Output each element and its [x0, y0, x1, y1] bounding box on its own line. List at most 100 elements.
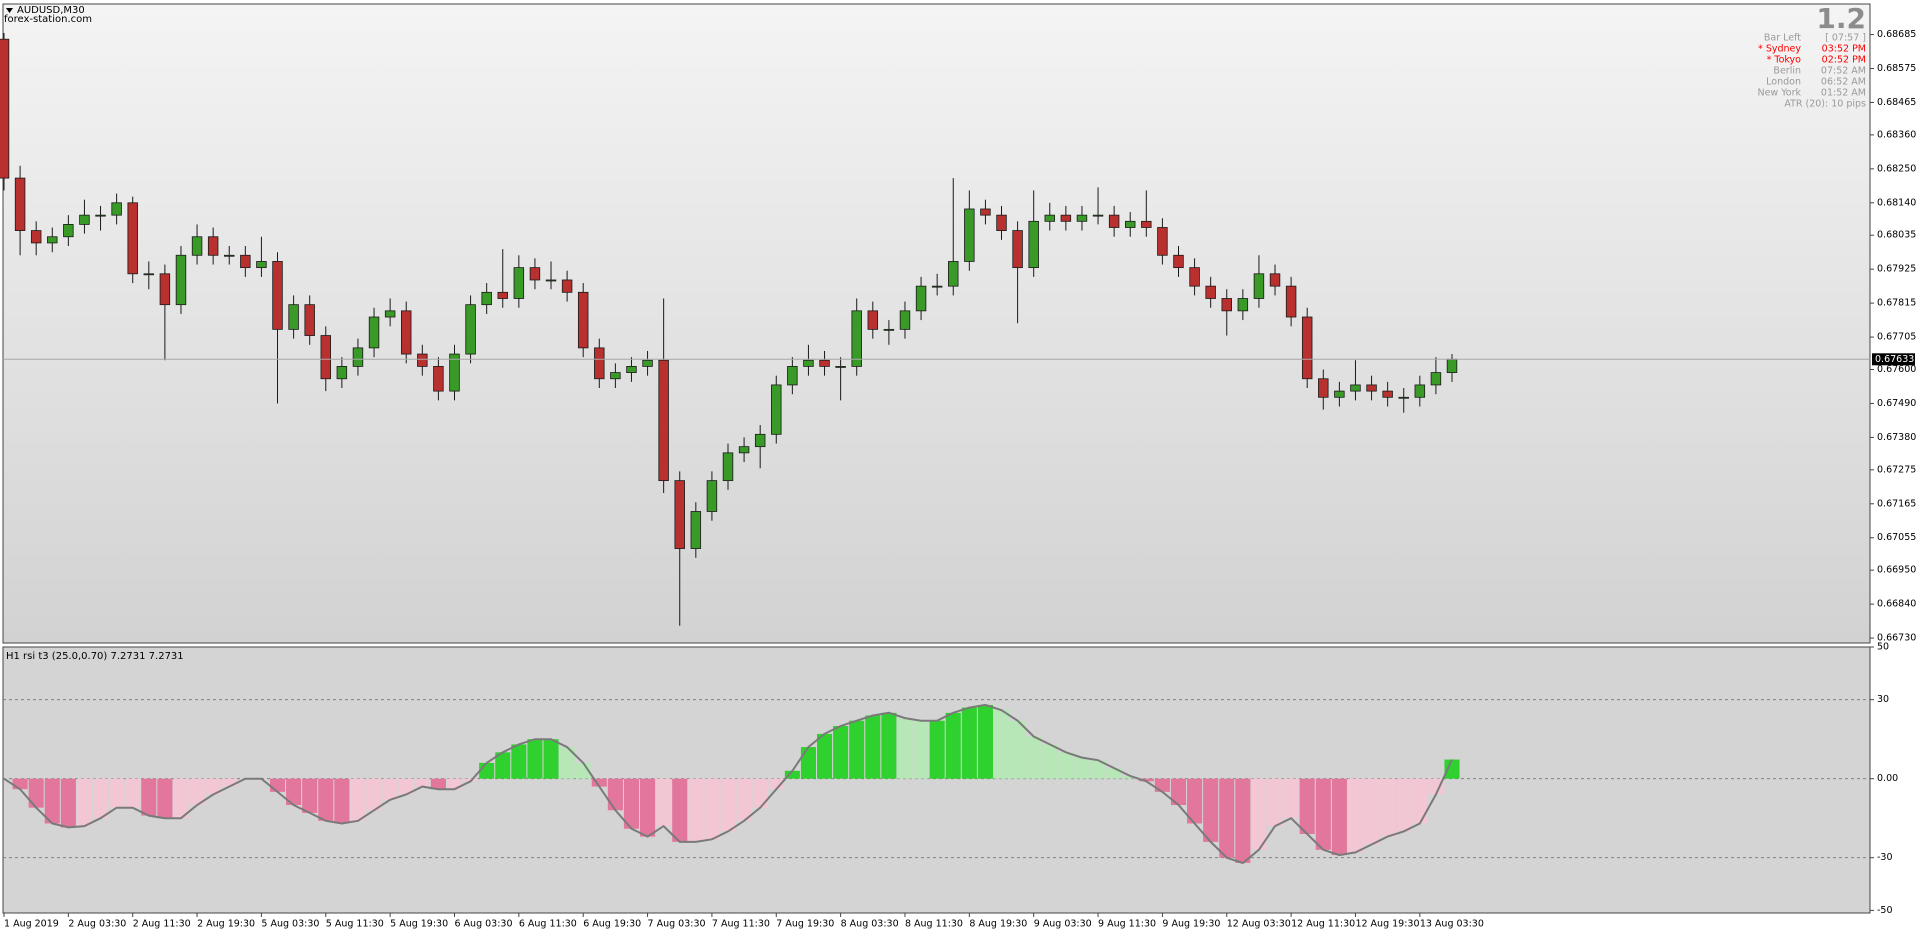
- info-label: London: [1766, 77, 1801, 88]
- histogram-bar: [1283, 778, 1299, 819]
- candle-body: [1430, 372, 1442, 386]
- candle-body: [1124, 220, 1136, 228]
- candle-body: [948, 261, 959, 287]
- histogram-bar: [430, 778, 446, 790]
- main-panel: [2, 3, 1871, 644]
- candle-body: [1012, 230, 1023, 269]
- candle-body: [964, 208, 975, 262]
- x-tick-label: 2 Aug 11:30: [133, 919, 191, 930]
- x-tick-label: 12 Aug 03:30: [1227, 919, 1291, 930]
- histogram-bar: [1074, 757, 1090, 779]
- y-tick-label: -50: [1877, 905, 1893, 916]
- candle-body: [240, 254, 251, 269]
- histogram-bar: [1396, 778, 1412, 832]
- histogram-bar: [60, 778, 76, 828]
- y-tick-label: 0.67380: [1877, 432, 1916, 443]
- x-tick-label: 9 Aug 03:30: [1034, 919, 1092, 930]
- candle-body: [529, 267, 541, 281]
- histogram-bar: [1267, 778, 1283, 827]
- histogram-bar: [414, 778, 430, 787]
- candle-body: [851, 310, 862, 367]
- candle-body: [642, 359, 653, 367]
- candle-body: [674, 480, 685, 549]
- candle-body: [1141, 220, 1152, 228]
- y-tick-label: 0.67600: [1877, 364, 1916, 375]
- histogram-bar: [1187, 778, 1203, 824]
- histogram-bar: [1042, 744, 1058, 779]
- histogram-bar: [1428, 778, 1444, 795]
- info-atr: ATR (20): 10 pips: [1784, 99, 1866, 110]
- histogram-bar: [1058, 752, 1074, 779]
- x-tick-label: 2 Aug 19:30: [197, 919, 255, 930]
- histogram-bar: [157, 778, 173, 819]
- histogram-bar: [543, 739, 559, 779]
- histogram-bar: [720, 778, 736, 832]
- chart-title: AUDUSD,M30: [17, 5, 85, 16]
- histogram-bar: [849, 720, 865, 779]
- candle-body: [256, 261, 267, 269]
- histogram-bar: [1235, 778, 1251, 863]
- candle-body: [1269, 273, 1281, 287]
- histogram-bar: [1106, 768, 1122, 779]
- histogram-bar: [1122, 776, 1138, 779]
- histogram-bar: [1251, 778, 1267, 850]
- histogram-bar: [1380, 778, 1396, 837]
- y-tick-label: 0.68465: [1877, 97, 1916, 108]
- y-tick-label: 0.67055: [1877, 532, 1916, 543]
- histogram-bar: [141, 778, 157, 816]
- candle-body: [320, 335, 332, 380]
- x-tick-label: 12 Aug 11:30: [1291, 919, 1355, 930]
- candle-body: [304, 304, 315, 336]
- info-value: 02:52 PM: [1822, 55, 1866, 66]
- histogram-bar: [1315, 778, 1331, 850]
- candle-body: [1189, 267, 1200, 287]
- y-tick-label: 0.67165: [1877, 498, 1916, 509]
- histogram-bar: [221, 778, 237, 787]
- symbol-menu-arrow[interactable]: [6, 8, 13, 13]
- candle-body: [690, 511, 702, 549]
- candle-body: [111, 202, 122, 216]
- histogram-bar: [913, 720, 929, 779]
- candle-body: [272, 261, 283, 330]
- histogram-bar: [623, 778, 640, 829]
- histogram-bar: [881, 712, 897, 779]
- y-tick-label: 0.67925: [1877, 264, 1916, 275]
- histogram-bar: [1219, 778, 1235, 858]
- info-version: 1.2: [1816, 2, 1866, 35]
- histogram-bar: [173, 778, 189, 819]
- histogram-bar: [800, 747, 816, 779]
- y-tick-label: 0.66730: [1877, 633, 1916, 644]
- candle-body: [1221, 298, 1232, 312]
- info-label: * Tokyo: [1767, 55, 1802, 66]
- y-tick-label: 0.66840: [1877, 599, 1916, 610]
- histogram-bar: [527, 739, 543, 779]
- candle-body: [175, 254, 187, 306]
- histogram-bar: [865, 715, 881, 779]
- candle-body: [1334, 390, 1345, 398]
- x-tick-label: 9 Aug 11:30: [1098, 919, 1156, 930]
- candle-body: [352, 347, 364, 367]
- histogram-bar: [591, 778, 607, 787]
- candle-body: [787, 366, 798, 386]
- current-price-box: [1872, 353, 1915, 366]
- histogram-bar: [816, 733, 833, 779]
- x-tick-label: 5 Aug 03:30: [261, 919, 319, 930]
- candle-body: [497, 291, 508, 299]
- histogram-bar: [1444, 759, 1460, 779]
- y-tick-label: 0.67275: [1877, 464, 1916, 475]
- histogram-bar: [833, 726, 849, 779]
- current-price-label: 0.67633: [1875, 354, 1914, 365]
- candle-body: [915, 285, 927, 312]
- histogram-bar: [109, 778, 125, 808]
- candle-body: [433, 366, 444, 392]
- chart-subtitle: forex-station.com: [4, 14, 92, 25]
- candle-body: [30, 230, 42, 244]
- histogram-bar: [12, 778, 28, 790]
- histogram-bar: [269, 778, 286, 792]
- candle-body: [1173, 254, 1184, 269]
- y-tick-label: 0.00: [1877, 773, 1898, 784]
- histogram-bar: [1010, 720, 1026, 779]
- candle-body: [465, 304, 476, 355]
- candle-body: [658, 359, 669, 482]
